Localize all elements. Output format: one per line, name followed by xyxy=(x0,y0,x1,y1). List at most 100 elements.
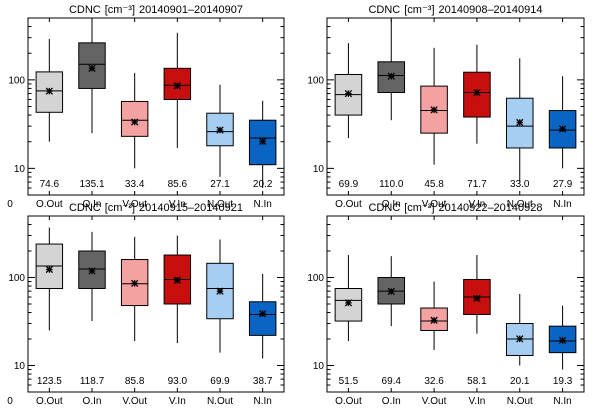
box-n-in xyxy=(548,76,577,169)
mean-value-label: 27.1 xyxy=(210,179,230,190)
mean-value-label: 69.4 xyxy=(382,376,402,387)
y-tick-label: 100 xyxy=(307,273,324,284)
title-unit: [cm⁻³] xyxy=(105,4,135,16)
mean-marker xyxy=(88,267,96,275)
box-n-out xyxy=(505,58,534,183)
mean-value-label: 85.8 xyxy=(125,376,145,387)
category-label: O.Out xyxy=(36,396,63,407)
box-o-out xyxy=(334,255,363,341)
box-o-in xyxy=(78,231,106,322)
mean-value-label: 33.4 xyxy=(125,179,145,190)
title-variable: CDNC xyxy=(368,4,400,16)
mean-value-label: 118.7 xyxy=(80,376,105,387)
mean-marker xyxy=(558,336,567,345)
box-v-in xyxy=(463,255,491,334)
title-period: 20140908–20140914 xyxy=(439,4,543,16)
mean-marker xyxy=(473,88,481,97)
category-label: N.In xyxy=(553,396,571,407)
chart-panel-3: CDNC [cm⁻³] 20140915–20140921 123.5 O.Out 118… xyxy=(7,202,285,407)
category-label: O.In xyxy=(382,396,401,407)
category-label: O.Out xyxy=(335,396,362,407)
plot-frame xyxy=(326,215,585,393)
x-zero-label: 0 xyxy=(7,199,13,210)
category-label: V.Out xyxy=(122,199,147,210)
box-v-out xyxy=(120,236,149,341)
mean-value-label: 32.6 xyxy=(424,376,444,387)
title-period: 20140915–20140921 xyxy=(139,202,243,214)
plot-frame xyxy=(27,17,285,196)
chart-panel-4: CDNC [cm⁻³] 20140922–20140928 51.5 O.Out 69.4… xyxy=(307,202,585,407)
box-o-out xyxy=(334,43,363,139)
box-n-out xyxy=(505,293,534,366)
box-n-out xyxy=(206,84,234,177)
category-label: O.In xyxy=(382,199,401,210)
category-label: V.Out xyxy=(122,396,147,407)
category-label: N.In xyxy=(253,199,271,210)
mean-value-label: 20.2 xyxy=(253,179,273,190)
category-label: N.Out xyxy=(507,396,533,407)
title-period: 20140901–20140907 xyxy=(139,4,243,16)
mean-marker xyxy=(45,87,53,95)
mean-marker xyxy=(173,82,181,90)
box-n-in xyxy=(548,305,577,370)
iqr-box xyxy=(163,67,192,100)
mean-value-label: 74.6 xyxy=(40,179,60,190)
mean-value-label: 69.9 xyxy=(210,376,230,387)
category-label: N.Out xyxy=(507,199,533,210)
category-label: N.In xyxy=(253,396,271,407)
plot-frame xyxy=(326,17,585,196)
mean-value-label: 71.7 xyxy=(467,179,487,190)
category-label: V.Out xyxy=(422,396,447,407)
mean-value-label: 93.0 xyxy=(168,376,188,387)
plot-frame xyxy=(27,215,285,393)
y-tick-label: 10 xyxy=(313,164,325,175)
title-unit: [cm⁻³] xyxy=(404,202,434,214)
box-n-in xyxy=(248,100,277,188)
y-tick-label: 10 xyxy=(14,361,26,372)
mean-marker xyxy=(45,265,53,274)
mean-marker xyxy=(344,299,353,307)
mean-marker xyxy=(473,294,481,302)
mean-marker xyxy=(516,118,524,127)
title-variable: CDNC xyxy=(69,4,101,16)
mean-marker xyxy=(216,287,224,295)
mean-value-label: 69.9 xyxy=(339,179,359,190)
mean-marker xyxy=(516,335,524,343)
chart-title: CDNC [cm⁻³] 20140901–20140907 xyxy=(69,4,243,16)
mean-value-label: 45.8 xyxy=(424,179,444,190)
x-zero-label: 0 xyxy=(7,396,13,407)
mean-marker xyxy=(430,316,438,325)
box-v-in xyxy=(163,235,192,344)
iqr-box xyxy=(248,301,277,336)
title-period: 20140922–20140928 xyxy=(439,202,543,214)
mean-value-label: 123.5 xyxy=(37,376,62,387)
mean-marker xyxy=(387,287,395,296)
box-v-in xyxy=(163,32,192,148)
mean-value-label: 38.7 xyxy=(253,376,273,387)
category-label: V.In xyxy=(169,199,186,210)
y-tick-label: 100 xyxy=(8,75,25,86)
box-n-in xyxy=(248,273,277,359)
category-label: V.In xyxy=(468,199,485,210)
category-label: V.Out xyxy=(422,199,447,210)
mean-marker xyxy=(259,137,267,145)
mean-value-label: 110.0 xyxy=(379,179,404,190)
box-v-in xyxy=(463,44,491,144)
mean-marker xyxy=(131,118,139,126)
chart-title: CDNC [cm⁻³] 20140915–20140921 xyxy=(69,202,243,214)
chart-title: CDNC [cm⁻³] 20140922–20140928 xyxy=(368,202,542,214)
mean-marker xyxy=(259,310,267,318)
mean-marker xyxy=(430,106,438,114)
category-label: V.In xyxy=(169,396,186,407)
box-v-out xyxy=(420,281,448,351)
mean-value-label: 20.1 xyxy=(510,376,530,387)
y-tick-label: 100 xyxy=(307,75,324,86)
category-label: V.In xyxy=(468,396,485,407)
category-label: O.In xyxy=(83,396,102,407)
mean-marker xyxy=(131,279,139,288)
chart-title: CDNC [cm⁻³] 20140908–20140914 xyxy=(368,4,542,16)
box-o-in xyxy=(377,19,406,121)
title-unit: [cm⁻³] xyxy=(105,202,135,214)
box-o-out xyxy=(35,227,64,331)
